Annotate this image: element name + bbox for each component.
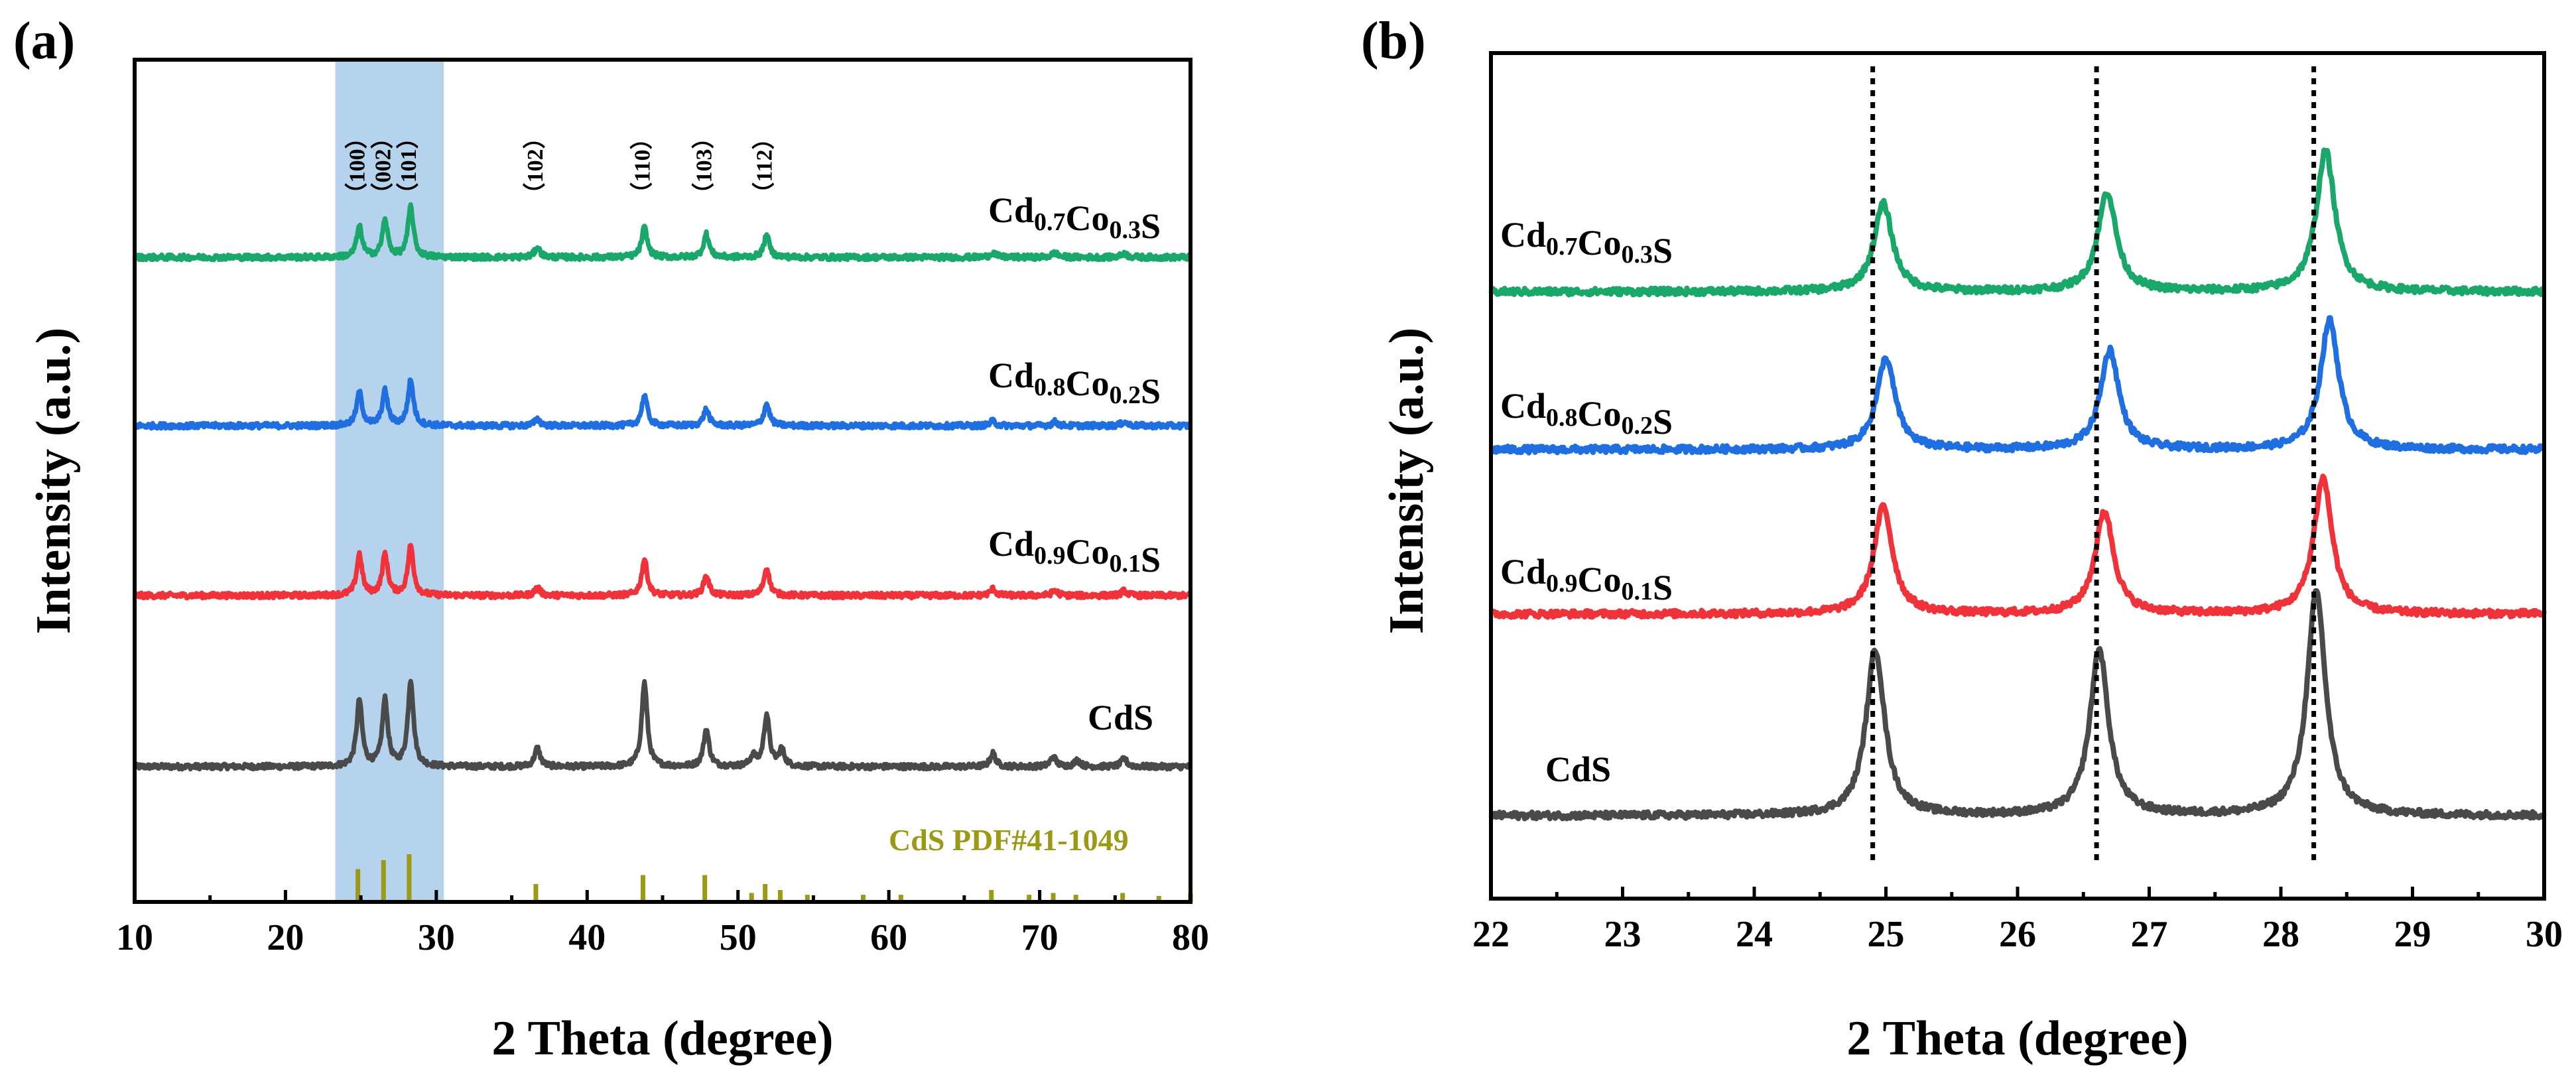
- x-tick-label: 22: [1472, 914, 1510, 955]
- chart-panel-a: 10 20 30 40 50 60 70 80 （100） （002） （101） （102） （11…: [13, 12, 1209, 1066]
- x-tick-label: 40: [568, 917, 606, 958]
- reference-dotted-lines: [1870, 66, 2317, 862]
- x-tick-label: 28: [2262, 914, 2299, 955]
- panel-label-a: (a): [13, 12, 75, 70]
- series-line-cd0-8co0-2s: [133, 377, 1193, 431]
- x-tick-label: 29: [2394, 914, 2431, 955]
- x-tick-label: 80: [1172, 917, 1209, 958]
- x-tick-label: 60: [870, 917, 907, 958]
- series-line-cd0-7co0-3s: [132, 202, 1192, 263]
- series-line-cd0-9co0-1s: [1488, 474, 2547, 620]
- hkl-label: （110）: [629, 127, 655, 204]
- hkl-label: （103）: [691, 127, 717, 206]
- x-axis-label-b: 2 Theta (degree): [1846, 1011, 2188, 1066]
- series-labels: CdS Cd0.9Co0.1S Cd0.8Co0.2S Cd0.7Co0.3S: [1500, 215, 1673, 789]
- series-line-cds: [132, 678, 1192, 772]
- hkl-label: （101）: [395, 127, 421, 206]
- reference-label: CdS PDF#41-1049: [889, 823, 1129, 857]
- panel-label-b: (b): [1361, 12, 1426, 70]
- x-tick-label: 25: [1868, 914, 1905, 955]
- series-label-cds: CdS: [1088, 698, 1153, 737]
- x-tick-label: 20: [267, 917, 304, 958]
- x-tick-label: 10: [116, 917, 153, 958]
- x-tick-label: 24: [1736, 914, 1773, 955]
- x-axis-label-a: 2 Theta (degree): [491, 1011, 833, 1066]
- hkl-label: （002）: [369, 127, 395, 206]
- series-label-cd0-8co0-2s: Cd0.8Co0.2S: [988, 355, 1161, 411]
- series-label-cds: CdS: [1545, 749, 1611, 789]
- hkl-labels: （100） （002） （101） （102） （110） （103） （112）: [344, 127, 777, 206]
- series-group: [132, 202, 1193, 772]
- hkl-label: （100）: [344, 127, 370, 206]
- chart-panel-b: 22 23 24 25 26 27 28 29 30 CdS Cd0.9Co0.1S Cd0.8Co…: [1361, 12, 2563, 1066]
- x-tick-label: 27: [2131, 914, 2168, 955]
- x-tick-label: 26: [1999, 914, 2036, 955]
- series-group: [1488, 147, 2547, 822]
- x-tick-label: 23: [1604, 914, 1642, 955]
- series-label-cd0-9co0-1s: Cd0.9Co0.1S: [988, 524, 1161, 580]
- hkl-label: （112）: [751, 127, 777, 204]
- x-tick-label: 70: [1021, 917, 1059, 958]
- hkl-label: （102）: [522, 127, 548, 206]
- series-label-cd0-7co0-3s: Cd0.7Co0.3S: [988, 190, 1161, 246]
- series-label-cd0-7co0-3s: Cd0.7Co0.3S: [1500, 215, 1673, 271]
- series-label-cd0-9co0-1s: Cd0.9Co0.1S: [1500, 552, 1673, 607]
- series-labels: CdS Cd0.9Co0.1S Cd0.8Co0.2S Cd0.7Co0.3S: [988, 190, 1161, 737]
- x-tick-label: 50: [720, 917, 757, 958]
- x-axis-ticks: 10 20 30 40 50 60 70 80: [116, 890, 1209, 958]
- series-line-cds: [1488, 588, 2547, 822]
- series-line-cd0-8co0-2s: [1489, 315, 2546, 456]
- series-line-cd0-9co0-1s: [132, 542, 1192, 601]
- series-label-cd0-8co0-2s: Cd0.8Co0.2S: [1500, 386, 1673, 442]
- y-axis-label-a: Intensity (a.u.): [27, 328, 81, 635]
- series-line-cd0-7co0-3s: [1488, 147, 2547, 298]
- x-tick-label: 30: [2526, 914, 2563, 955]
- x-tick-label: 30: [418, 917, 455, 958]
- x-axis-ticks: 22 23 24 25 26 27 28 29 30: [1472, 887, 2563, 955]
- y-axis-label-b: Intensity (a.u.): [1380, 328, 1434, 635]
